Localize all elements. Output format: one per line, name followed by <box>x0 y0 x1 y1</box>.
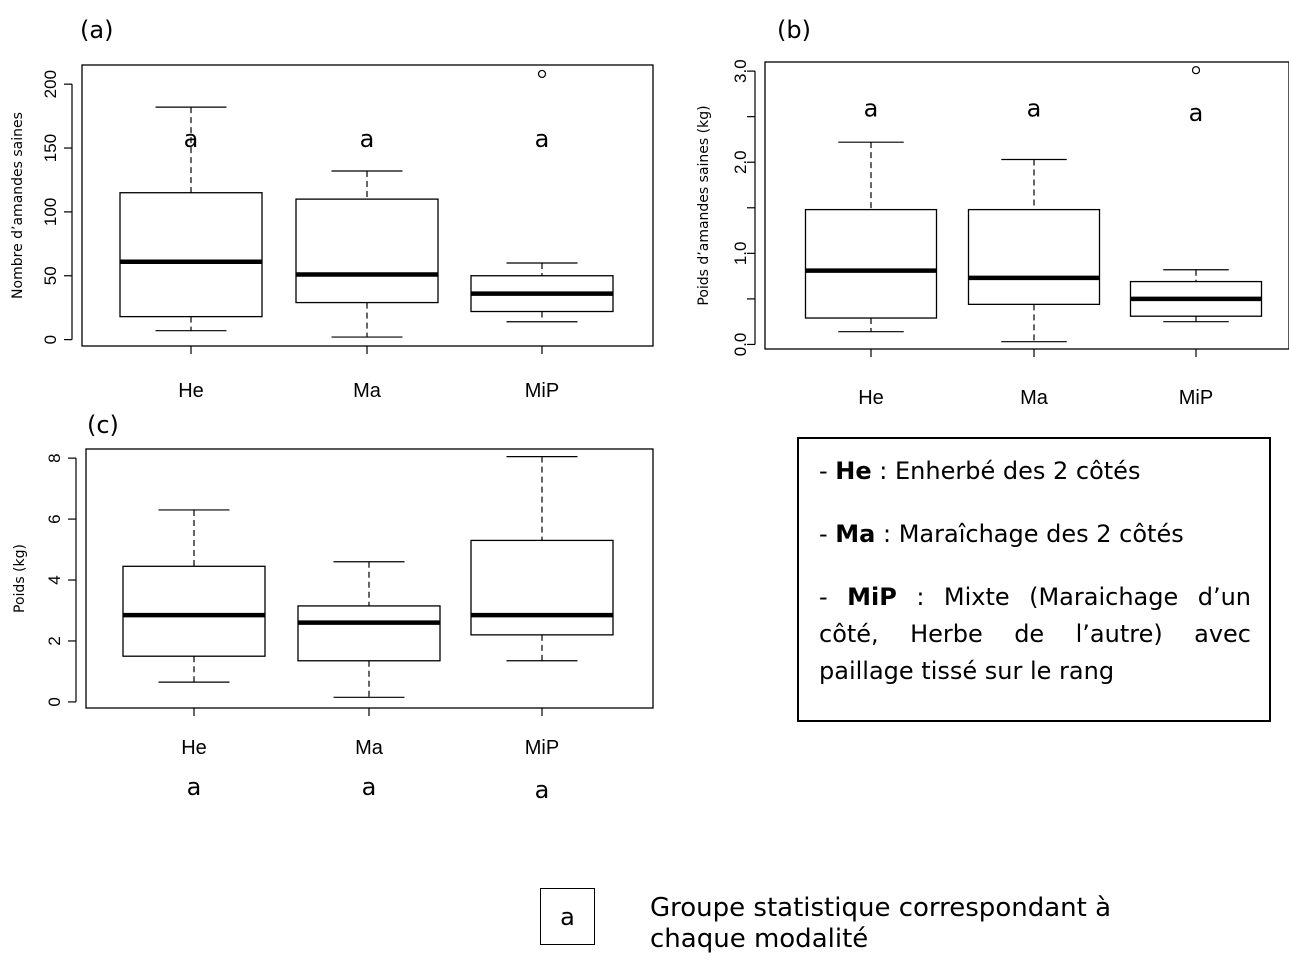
y-axis-title: Nombre d’amandes saines <box>10 112 26 299</box>
group-letter: a <box>187 773 202 801</box>
group-key-box: a <box>540 888 595 945</box>
x-category-label: MiP <box>525 737 559 759</box>
y-tick-label: 3.0 <box>731 59 750 83</box>
legend-line-ma: - Ma : Maraîchage des 2 côtés <box>819 516 1251 553</box>
legend-dash: - <box>819 457 836 485</box>
iqr-box <box>295 198 439 304</box>
x-category-label: He <box>178 380 204 402</box>
panel-label: (a) <box>80 16 113 44</box>
y-tick-label: 4 <box>45 575 64 584</box>
group-letter: a <box>1189 99 1204 127</box>
legend-mip-row-3: paillage tissé sur le rang <box>819 657 1115 686</box>
x-category-label: Ma <box>353 380 382 402</box>
iqr-box <box>122 565 266 657</box>
group-letter: a <box>360 125 375 153</box>
iqr-box <box>297 605 441 662</box>
x-category-label: MiP <box>525 380 559 402</box>
outlier-point <box>1191 66 1201 75</box>
y-tick-label: 8 <box>45 453 64 462</box>
y-tick-label: 2 <box>45 636 64 645</box>
legend-code-mip: MiP <box>847 583 897 611</box>
panel-a-chart: (a) 0 50 100 150 200 Nombre d’amandes saines He… <box>10 16 654 402</box>
iqr-box <box>967 208 1101 306</box>
group-letter: a <box>184 125 199 153</box>
modality-legend: - He : Enherbé des 2 côtés - Ma : Maraîc… <box>797 437 1271 722</box>
iqr-box <box>470 539 614 636</box>
x-category-label: MiP <box>1179 387 1213 409</box>
y-tick-label: 100 <box>41 198 60 226</box>
group-letter: a <box>362 773 377 801</box>
y-axis-title: Poids d’amandes saines (kg) <box>696 105 712 305</box>
panel-label: (c) <box>87 411 119 439</box>
y-tick-label: 200 <box>41 70 60 98</box>
iqr-box <box>804 208 938 319</box>
iqr-box <box>119 192 263 318</box>
y-tick-label: 50 <box>41 266 60 285</box>
plot-frame <box>764 61 1289 350</box>
legend-dash: - <box>819 520 836 548</box>
legend-dash: - <box>819 583 848 611</box>
legend-text-ma: : Maraîchage des 2 côtés <box>875 520 1184 548</box>
legend-text-he: : Enherbé des 2 côtés <box>871 457 1141 485</box>
y-tick-label: 1.0 <box>731 242 750 266</box>
outlier-point <box>537 69 547 79</box>
y-tick-label: 2.0 <box>731 150 750 174</box>
y-tick-label: 0 <box>45 697 64 706</box>
x-category-label: Ma <box>1020 387 1049 409</box>
y-tick-label: 150 <box>41 134 60 162</box>
legend-code-he: He <box>835 457 872 485</box>
group-letter: a <box>864 95 879 123</box>
group-key-letter: a <box>560 902 575 931</box>
legend-mip-row-1: - MiP : Mixte (Maraichage d’un <box>819 579 1251 616</box>
y-tick-label: 6 <box>45 514 64 523</box>
panel-c-chart: (c) 0 2 4 6 8 Poids (kg) He Ma MiP a a a <box>12 411 654 804</box>
group-letter: a <box>535 776 550 804</box>
x-category-label: He <box>858 387 884 409</box>
legend-code-ma: Ma <box>835 520 876 548</box>
panel-b-chart: (b) 0.0 1.0 2.0 3.0 Poids d’amandes saines (k… <box>696 16 1289 409</box>
panel-label: (b) <box>777 16 811 44</box>
group-letter: a <box>535 125 550 153</box>
y-axis-title: Poids (kg) <box>12 544 28 613</box>
legend-line-he: - He : Enherbé des 2 côtés <box>819 453 1251 490</box>
y-tick-label: 0.0 <box>731 333 750 357</box>
x-category-label: Ma <box>355 737 384 759</box>
x-category-label: He <box>181 737 207 759</box>
group-letter: a <box>1027 95 1042 123</box>
legend-mip-row-2: côté, Herbe de l’autre) avec <box>819 620 1251 649</box>
legend-line-mip: - MiP : Mixte (Maraichage d’un côté, Her… <box>819 579 1251 691</box>
legend-text-mip-a: : Mixte (Maraichage d’un <box>896 583 1251 611</box>
group-key-description: Groupe statistique correspondant à chaqu… <box>650 893 1112 955</box>
y-tick-label: 0 <box>41 335 60 344</box>
